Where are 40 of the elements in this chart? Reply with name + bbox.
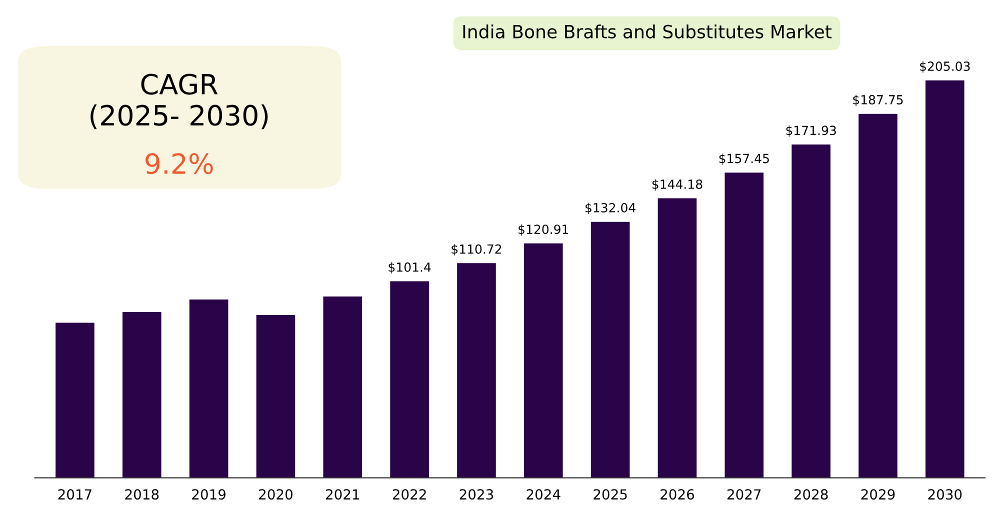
data-label: $205.03 bbox=[920, 61, 970, 73]
annotation: 9.2% bbox=[146, 153, 213, 174]
x-tick-label: 2023 bbox=[460, 489, 494, 500]
x-tick-label: 2026 bbox=[660, 489, 694, 500]
x-tick-label: 2027 bbox=[727, 489, 761, 500]
bar bbox=[390, 281, 429, 478]
x-tick-label: 2022 bbox=[392, 489, 426, 500]
data-label: $132.04 bbox=[586, 202, 636, 214]
bar bbox=[457, 263, 496, 478]
x-tick-label: 2018 bbox=[125, 489, 159, 500]
bar bbox=[524, 243, 563, 478]
bar bbox=[792, 144, 830, 478]
bar bbox=[122, 312, 162, 478]
bar bbox=[724, 172, 764, 478]
x-tick-label: 2019 bbox=[192, 489, 226, 500]
data-label: $101.4 bbox=[388, 262, 431, 274]
x-tick-label: 2029 bbox=[861, 489, 895, 500]
bar bbox=[323, 296, 362, 478]
chart-title: India Bone Brafts and Substitutes Market bbox=[463, 24, 832, 38]
data-label: $110.72 bbox=[452, 244, 502, 256]
data-label: $171.93 bbox=[786, 125, 836, 137]
x-tick-label: 2028 bbox=[794, 489, 828, 500]
bar bbox=[925, 80, 964, 478]
data-label: $144.18 bbox=[652, 179, 702, 191]
bar bbox=[658, 198, 697, 478]
x-tick-label: 2021 bbox=[326, 489, 360, 500]
x-tick-label: 2030 bbox=[928, 489, 962, 500]
bar bbox=[189, 299, 228, 478]
x-tick-label: 2024 bbox=[526, 489, 560, 500]
x-tick-label: 2020 bbox=[259, 489, 292, 500]
data-label: $120.91 bbox=[518, 224, 568, 236]
annotation: CAGR (2025- 2030) bbox=[90, 74, 268, 130]
data-label: $157.45 bbox=[719, 154, 769, 165]
data-label: $187.75 bbox=[853, 94, 903, 106]
bar bbox=[56, 322, 94, 478]
bar bbox=[590, 222, 630, 478]
bar bbox=[858, 114, 898, 478]
bar bbox=[256, 314, 296, 478]
x-tick-label: 2025 bbox=[594, 489, 627, 500]
x-tick-label: 2017 bbox=[58, 489, 92, 500]
